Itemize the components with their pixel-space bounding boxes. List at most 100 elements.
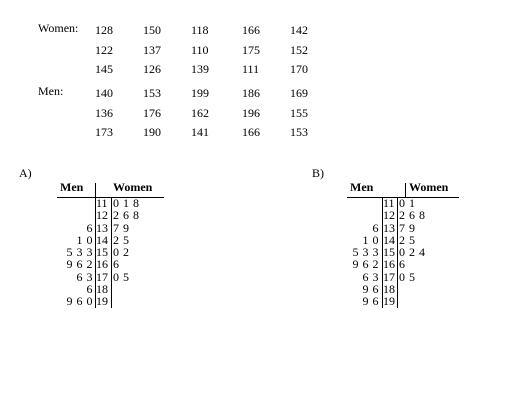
stem-row: 6 3 17 0 5 xyxy=(338,269,468,284)
stem-value: 12 xyxy=(96,208,108,223)
women-value: 152 xyxy=(290,42,308,57)
stem-left-rule xyxy=(95,283,96,296)
men-leaves: 5 3 3 xyxy=(66,245,93,260)
men-leaves: 9 6 0 xyxy=(66,294,93,309)
stem-left-rule xyxy=(382,221,383,234)
stem-row: 9 6 18 xyxy=(338,283,468,295)
stem-row: 11 0 1 xyxy=(338,197,468,209)
plot-header-women: Women xyxy=(113,180,153,194)
women-leaves: 6 xyxy=(399,257,406,272)
stem-right-rule xyxy=(111,209,112,222)
stem-value: 16 xyxy=(96,257,108,272)
stem-row: 6 18 xyxy=(48,283,178,295)
men-value: 199 xyxy=(191,86,209,100)
men-leaves: 9 6 xyxy=(362,282,379,297)
header-rule xyxy=(57,197,164,198)
men-value: 162 xyxy=(191,105,209,120)
stem-left-rule xyxy=(382,197,383,210)
men-value: 166 xyxy=(242,125,260,139)
stem-right-rule xyxy=(111,233,112,247)
men-leaves: 6 3 xyxy=(362,269,379,284)
men-leaves: 9 6 xyxy=(362,294,379,309)
stem-left-rule xyxy=(95,295,96,308)
men-leaves: 1 0 xyxy=(76,232,93,247)
plot-header-men: Men xyxy=(60,180,84,194)
stem-row: 5 3 3 15 0 2 xyxy=(48,245,178,260)
men-value: 186 xyxy=(242,86,260,100)
stem-value: 14 xyxy=(383,232,395,247)
stem-value: 15 xyxy=(383,245,395,260)
stem-row: 6 3 17 0 5 xyxy=(48,269,178,284)
women-leaves: 2 6 8 xyxy=(113,208,140,223)
women-leaves: 2 5 xyxy=(113,232,130,247)
women-leaves: 0 2 4 xyxy=(399,245,426,260)
stem-left-rule xyxy=(95,246,96,259)
stem-right-rule xyxy=(397,295,398,308)
women-leaves: 0 5 xyxy=(399,269,416,284)
stem-right-rule xyxy=(397,258,398,271)
plot-header-men: Men xyxy=(350,180,374,194)
women-leaves: 0 5 xyxy=(113,269,130,284)
stem-right-rule xyxy=(397,283,398,296)
men-value: 155 xyxy=(290,105,308,120)
stem-left-rule xyxy=(382,295,383,308)
stem-right-rule xyxy=(111,295,112,308)
women-value: 128 xyxy=(95,23,113,37)
women-label: Women: xyxy=(38,21,79,35)
stem-left-rule xyxy=(95,197,96,210)
stem-left-rule xyxy=(95,233,96,247)
men-leaves: 1 0 xyxy=(362,232,379,247)
stem-value: 11 xyxy=(383,196,395,210)
stem-left-rule xyxy=(95,270,96,284)
stem-right-rule xyxy=(111,258,112,271)
men-value: 140 xyxy=(95,86,113,100)
stem-right-rule xyxy=(397,270,398,284)
men-value: 169 xyxy=(290,86,308,100)
stem-value: 13 xyxy=(96,220,108,235)
stem-left-rule xyxy=(382,233,383,247)
stem-right-rule xyxy=(397,221,398,234)
women-value: 145 xyxy=(95,62,113,76)
women-leaves: 0 1 8 xyxy=(113,196,140,210)
women-value: 142 xyxy=(290,23,308,37)
men-leaves: 9 6 2 xyxy=(66,257,93,272)
stem-right-rule xyxy=(111,197,112,210)
stem-right-rule xyxy=(111,246,112,259)
stem-value: 16 xyxy=(383,257,395,272)
women-leaves: 7 9 xyxy=(113,220,130,235)
stem-value: 15 xyxy=(96,245,108,260)
women-value: 111 xyxy=(242,62,260,76)
men-leaves: 6 3 xyxy=(76,269,93,284)
plot-header-women: Women xyxy=(409,180,449,194)
stem-right-rule xyxy=(397,233,398,247)
stem-left-rule xyxy=(95,221,96,234)
men-leaves: 6 xyxy=(86,282,93,297)
stem-row: 11 0 1 8 xyxy=(48,197,178,209)
women-value: 150 xyxy=(143,23,161,37)
women-value: 175 xyxy=(242,42,260,57)
stem-left-rule xyxy=(95,258,96,271)
stem-row: 9 6 2 16 6 xyxy=(338,257,468,272)
women-value: 139 xyxy=(191,62,209,76)
men-value: 173 xyxy=(95,125,113,139)
stem-row: 1 0 14 2 5 xyxy=(338,232,468,247)
women-leaves: 2 5 xyxy=(399,232,416,247)
men-value: 153 xyxy=(290,125,308,139)
men-leaves: 6 xyxy=(86,220,93,235)
stem-row: 9 6 0 19 xyxy=(48,294,178,309)
men-value: 190 xyxy=(143,125,161,139)
men-value: 153 xyxy=(143,86,161,100)
stem-right-rule xyxy=(397,246,398,259)
stem-value: 17 xyxy=(96,269,108,284)
stem-value: 11 xyxy=(96,196,108,210)
women-leaves: 2 6 8 xyxy=(399,208,426,223)
stem-left-rule xyxy=(382,283,383,296)
stem-left-rule xyxy=(382,270,383,284)
men-leaves: 5 3 3 xyxy=(352,245,379,260)
stem-value: 13 xyxy=(383,220,395,235)
stem-row: 6 13 7 9 xyxy=(48,220,178,235)
